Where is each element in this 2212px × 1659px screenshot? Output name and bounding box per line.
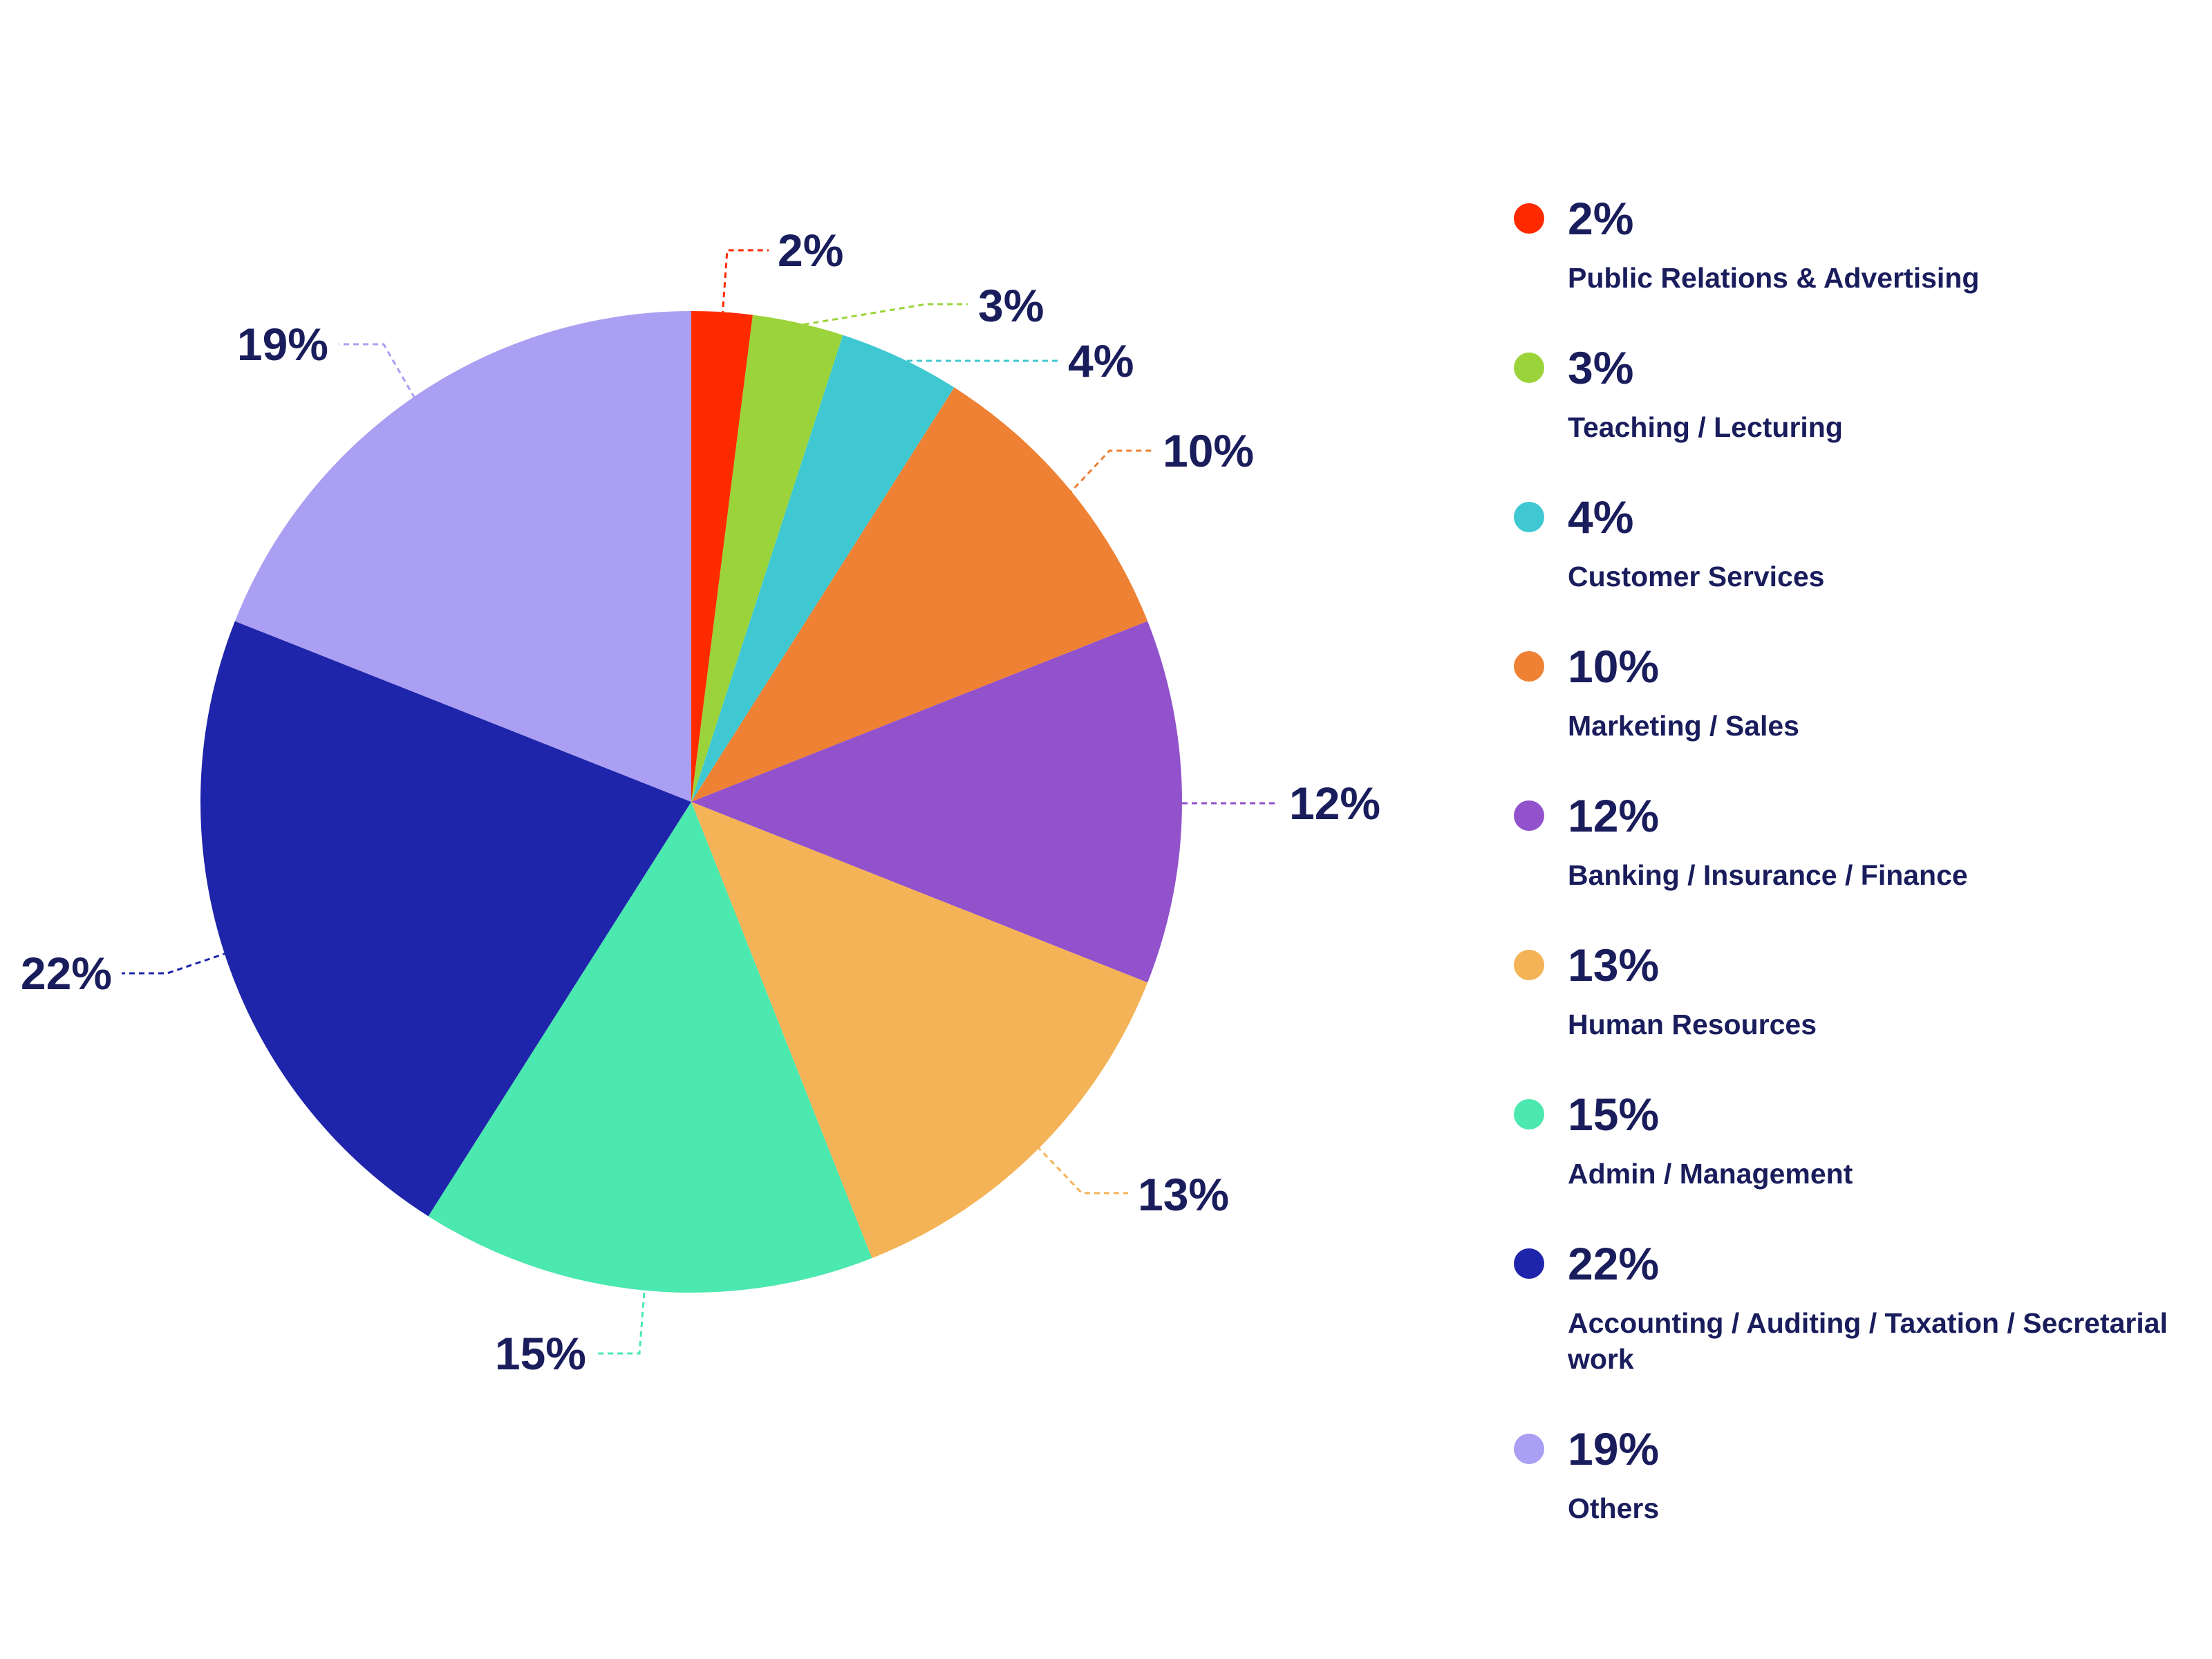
legend-swatch xyxy=(1514,353,1544,383)
slice-label: 19% xyxy=(237,319,328,370)
legend-swatch xyxy=(1514,1248,1544,1279)
legend-swatch xyxy=(1514,1434,1544,1464)
legend-percentage: 22% xyxy=(1568,1238,1660,1289)
legend-label: Customer Services xyxy=(1568,561,1825,592)
legend-percentage: 4% xyxy=(1568,491,1634,543)
legend-swatch xyxy=(1514,800,1544,831)
legend-label: Banking / Insurance / Finance xyxy=(1568,859,1968,891)
pie-slice xyxy=(200,621,692,1217)
slice-label: 15% xyxy=(495,1328,586,1379)
pie-slice xyxy=(691,621,1182,983)
legend-label: Accounting / Auditing / Taxation / Secre… xyxy=(1568,1307,2168,1375)
legend-percentage: 19% xyxy=(1568,1423,1660,1474)
legend-label: Teaching / Lecturing xyxy=(1568,411,1843,443)
leader-line xyxy=(339,343,416,399)
legend-percentage: 13% xyxy=(1568,939,1660,991)
leader-line xyxy=(596,1292,646,1355)
leader-line xyxy=(721,249,769,317)
slice-label: 4% xyxy=(1068,335,1134,386)
legend-label: Others xyxy=(1568,1492,1660,1524)
slice-label: 22% xyxy=(21,948,112,999)
pie-slice xyxy=(691,802,1148,1259)
slice-label: 3% xyxy=(978,280,1044,331)
leader-line xyxy=(1067,449,1153,496)
pie-slice xyxy=(234,311,691,802)
legend-percentage: 2% xyxy=(1568,193,1634,244)
leader-line xyxy=(784,303,968,329)
slice-label: 13% xyxy=(1138,1169,1229,1220)
legend-swatch xyxy=(1514,1099,1544,1130)
legend-label: Public Relations & Advertising xyxy=(1568,262,1980,294)
pie-slices xyxy=(200,311,1182,1293)
pie-slice xyxy=(691,335,955,802)
pie-slice xyxy=(691,311,753,802)
legend-percentage: 12% xyxy=(1568,790,1660,841)
slice-label: 10% xyxy=(1163,425,1254,476)
legend-swatch xyxy=(1514,950,1544,980)
legend-percentage: 3% xyxy=(1568,342,1634,393)
legend-swatch xyxy=(1514,651,1544,682)
legend-percentage: 10% xyxy=(1568,641,1660,692)
label-leader-lines xyxy=(122,249,1279,1355)
slice-labels: 2% 3% 4% 10% 12% 13% 15% 22% 19% xyxy=(21,225,1380,1379)
pie-slice xyxy=(691,387,1148,802)
legend-swatch xyxy=(1514,502,1544,532)
legend-label: Marketing / Sales xyxy=(1568,710,1799,742)
legend-swatch xyxy=(1514,203,1544,234)
legend-percentage: 15% xyxy=(1568,1089,1660,1140)
leader-line xyxy=(122,951,229,975)
pie-slice xyxy=(691,315,843,803)
legend-label: Human Resources xyxy=(1568,1009,1817,1040)
pie-slice xyxy=(428,802,872,1293)
leader-line xyxy=(1035,1145,1128,1194)
slice-label: 12% xyxy=(1289,778,1380,829)
legend-label: Admin / Management xyxy=(1568,1158,1853,1190)
slice-label: 2% xyxy=(778,225,843,276)
